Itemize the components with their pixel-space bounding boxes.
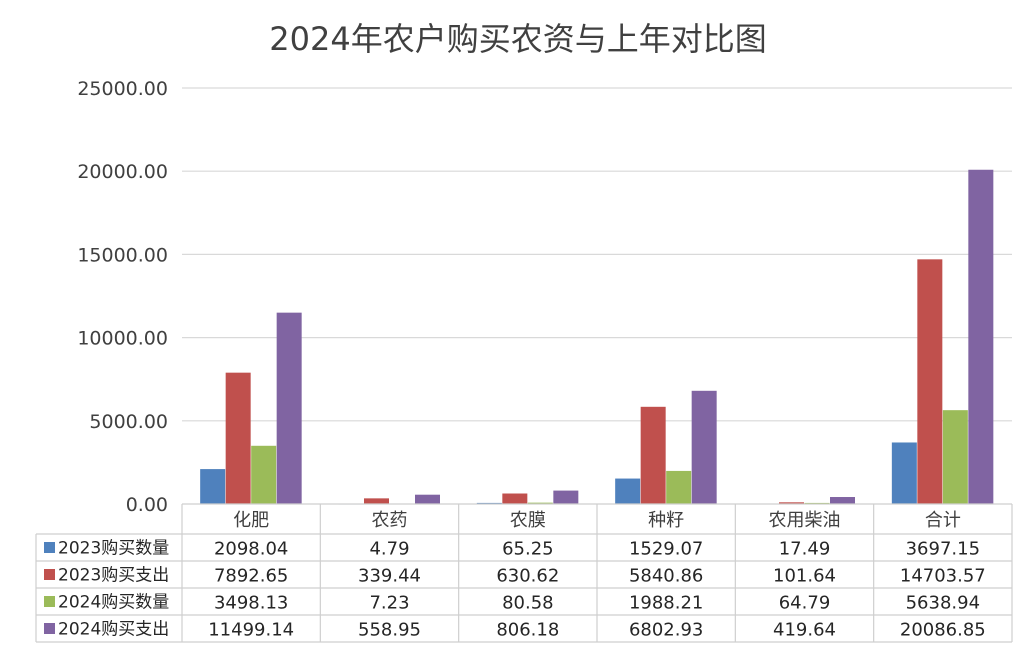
legend-series-name: 2023购买数量 (58, 539, 169, 559)
legend-swatch (44, 596, 55, 607)
data-label: 419.64 (773, 620, 836, 641)
category-label: 合计 (925, 510, 961, 531)
y-tick-label: 0.00 (126, 494, 168, 516)
bar (942, 410, 968, 504)
data-label: 101.64 (773, 566, 836, 587)
legend-swatch (44, 569, 55, 580)
bar (225, 372, 251, 504)
legend-series-name: 2024购买支出 (58, 620, 169, 640)
data-label: 17.49 (779, 539, 831, 560)
bar (891, 442, 917, 504)
data-label: 80.58 (502, 593, 554, 614)
data-label: 20086.85 (900, 620, 986, 641)
data-label: 3498.13 (214, 593, 288, 614)
data-label: 1529.07 (629, 539, 703, 560)
bar (364, 498, 389, 504)
bar (615, 478, 641, 504)
data-label: 3697.15 (906, 539, 980, 560)
data-label: 5638.94 (906, 593, 980, 614)
data-label: 11499.14 (208, 620, 294, 641)
category-label: 农药 (372, 510, 408, 531)
data-label: 64.79 (779, 593, 831, 614)
bar (276, 312, 302, 504)
data-table: 化肥 农药 农膜 种籽 农用柴油 合计 2023购买数量 2098.04 4.79 65.25 15… (35, 503, 1013, 643)
bar (779, 502, 804, 504)
bar (830, 497, 855, 504)
data-label: 558.95 (358, 620, 421, 641)
legend-series-name: 2024购买数量 (58, 593, 169, 613)
category-label: 种籽 (648, 510, 684, 531)
data-label: 14703.57 (900, 566, 986, 587)
bar (415, 494, 440, 504)
bar (527, 502, 553, 504)
data-label: 339.44 (358, 566, 421, 587)
data-label: 7892.65 (214, 566, 288, 587)
y-tick-label: 20000.00 (77, 161, 168, 183)
data-label: 806.18 (496, 620, 559, 641)
bar (666, 470, 692, 504)
legend-swatch (44, 623, 55, 634)
data-label: 2098.04 (214, 539, 288, 560)
chart-title: 2024年农户购买农资与上年对比图 (269, 20, 766, 58)
data-label: 65.25 (502, 539, 554, 560)
legend-swatch (44, 542, 55, 553)
y-axis-tick-labels: 0.00 5000.00 10000.00 15000.00 20000.00 25000… (77, 78, 168, 516)
y-tick-label: 10000.00 (77, 328, 168, 350)
y-tick-label: 25000.00 (77, 78, 168, 100)
y-tick-label: 15000.00 (77, 244, 168, 266)
bar (502, 493, 528, 504)
data-label: 5840.86 (629, 566, 703, 587)
y-tick-label: 5000.00 (89, 411, 168, 433)
category-label: 化肥 (233, 510, 269, 531)
data-label: 7.23 (369, 593, 409, 614)
data-label: 1988.21 (629, 593, 703, 614)
data-label: 630.62 (496, 566, 559, 587)
bar (691, 390, 717, 504)
bars (200, 169, 994, 505)
bar (553, 490, 579, 504)
bar (917, 259, 943, 504)
bar (251, 445, 277, 504)
gridlines (182, 87, 1012, 422)
bar (200, 469, 226, 504)
bar (968, 169, 994, 504)
data-label: 4.79 (369, 539, 409, 560)
data-label: 6802.93 (629, 620, 703, 641)
category-label: 农膜 (510, 510, 546, 531)
legend-series-name: 2023购买支出 (58, 566, 169, 586)
bar (640, 406, 666, 504)
category-label: 农用柴油 (769, 510, 841, 531)
